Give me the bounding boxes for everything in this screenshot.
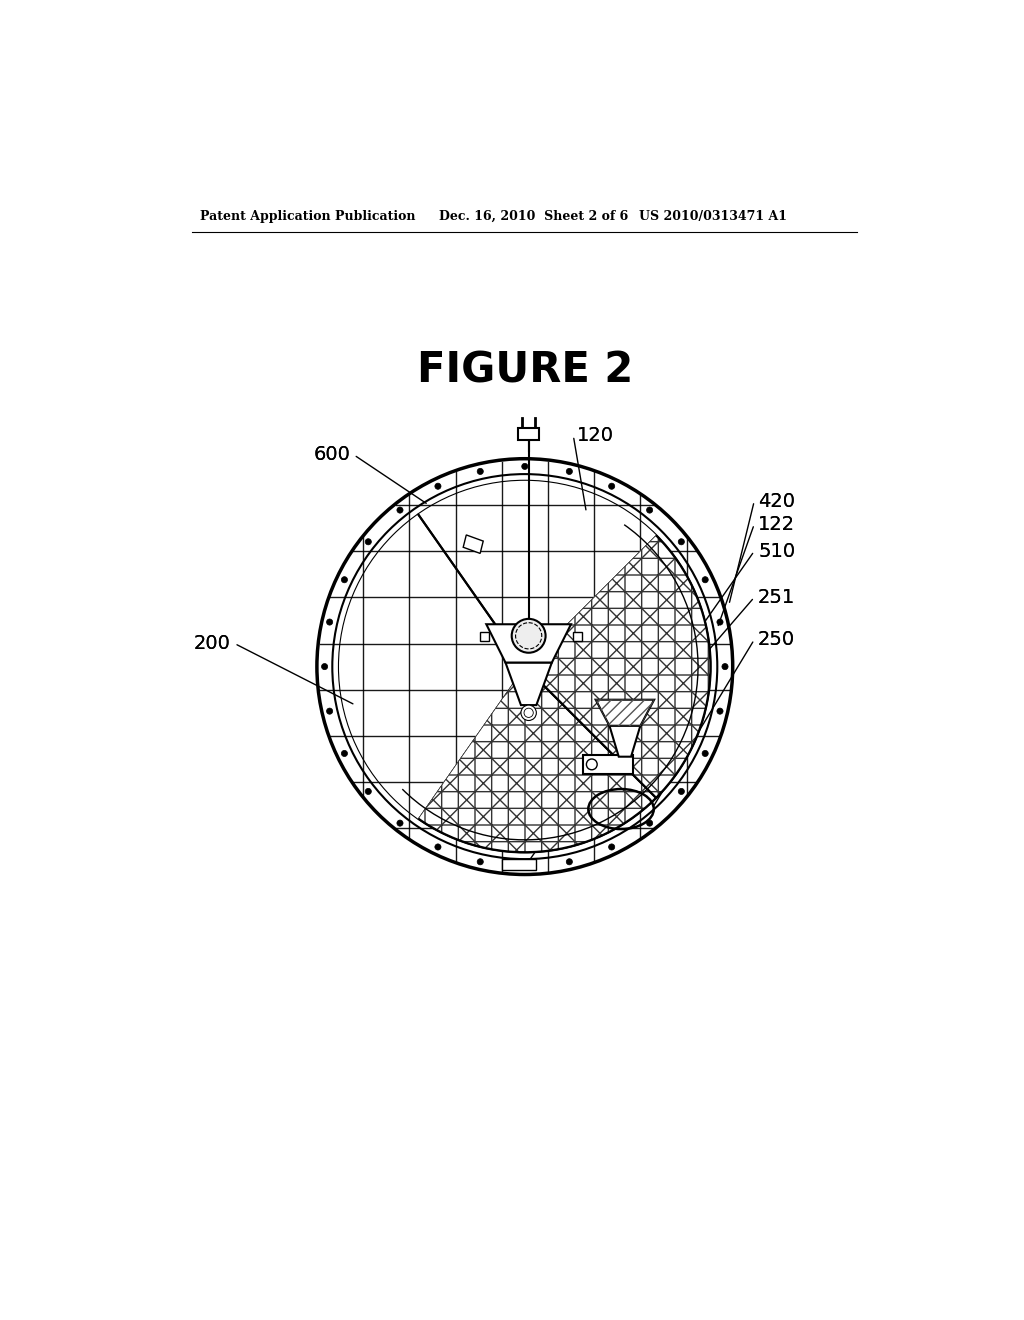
Text: 420: 420 (758, 491, 795, 511)
Text: 122: 122 (758, 515, 796, 533)
Text: 200: 200 (194, 634, 230, 653)
Circle shape (717, 619, 723, 626)
Circle shape (566, 859, 572, 865)
Text: 420: 420 (758, 491, 795, 511)
Text: 600: 600 (313, 445, 350, 465)
Circle shape (341, 577, 347, 583)
Circle shape (477, 469, 483, 474)
Text: 250: 250 (758, 630, 796, 649)
Text: 251: 251 (758, 587, 796, 607)
Text: 510: 510 (758, 541, 796, 561)
Circle shape (608, 843, 614, 850)
Circle shape (646, 507, 652, 513)
Text: 120: 120 (578, 426, 614, 445)
Circle shape (608, 483, 614, 490)
Circle shape (717, 708, 723, 714)
Circle shape (366, 788, 372, 795)
Text: Patent Application Publication: Patent Application Publication (200, 210, 416, 223)
Circle shape (521, 463, 528, 470)
Bar (572, 632, 582, 642)
Circle shape (477, 859, 483, 865)
Circle shape (512, 619, 546, 653)
Circle shape (678, 788, 684, 795)
Circle shape (322, 664, 328, 669)
Polygon shape (609, 726, 640, 756)
Circle shape (435, 843, 441, 850)
Circle shape (722, 664, 728, 669)
Text: 510: 510 (758, 541, 796, 561)
Wedge shape (419, 536, 711, 853)
Polygon shape (596, 700, 654, 726)
Text: 600: 600 (313, 445, 350, 465)
Circle shape (702, 577, 709, 583)
Bar (502, 859, 537, 870)
Text: 122: 122 (758, 515, 796, 533)
Circle shape (397, 507, 403, 513)
Text: FIGURE 2: FIGURE 2 (417, 350, 633, 391)
Text: 262: 262 (550, 826, 588, 846)
Text: US 2010/0313471 A1: US 2010/0313471 A1 (639, 210, 786, 223)
Bar (518, 428, 540, 441)
Text: Dec. 16, 2010  Sheet 2 of 6: Dec. 16, 2010 Sheet 2 of 6 (438, 210, 628, 223)
Text: 251: 251 (758, 587, 796, 607)
Polygon shape (463, 535, 483, 553)
Text: 262: 262 (550, 826, 588, 846)
Wedge shape (419, 536, 710, 851)
Circle shape (327, 708, 333, 714)
Circle shape (366, 539, 372, 545)
Text: 200: 200 (194, 634, 230, 653)
Polygon shape (486, 624, 571, 663)
Text: 250: 250 (758, 630, 796, 649)
Circle shape (702, 750, 709, 756)
Polygon shape (506, 663, 552, 705)
Text: 120: 120 (578, 426, 614, 445)
Bar (583, 755, 633, 774)
Circle shape (435, 483, 441, 490)
Circle shape (341, 750, 347, 756)
Circle shape (327, 619, 333, 626)
Circle shape (521, 705, 537, 721)
Circle shape (397, 820, 403, 826)
Circle shape (566, 469, 572, 474)
Circle shape (678, 539, 684, 545)
Circle shape (521, 863, 528, 870)
Bar (480, 632, 489, 642)
Circle shape (646, 820, 652, 826)
